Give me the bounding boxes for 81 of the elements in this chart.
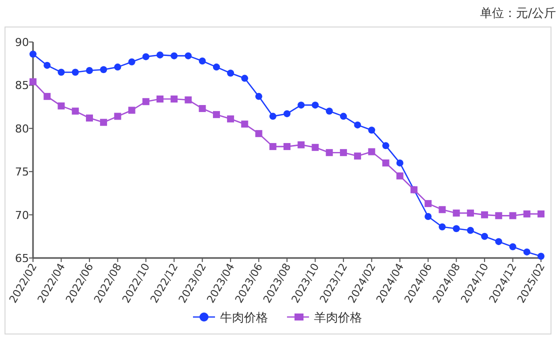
point (255, 92, 262, 100)
point (326, 149, 333, 156)
point (58, 68, 65, 76)
point (114, 112, 122, 120)
y-tick-label: 85 (15, 79, 29, 92)
point (58, 102, 65, 110)
point (354, 152, 362, 160)
point (241, 74, 248, 82)
legend-label: 牛肉价格 (220, 310, 268, 324)
point (255, 130, 262, 138)
point (170, 52, 178, 60)
point (30, 78, 36, 86)
y-tick-label: 65 (15, 252, 29, 265)
point (466, 210, 474, 217)
point (481, 211, 488, 218)
point (269, 112, 276, 120)
point (241, 120, 248, 128)
point (72, 108, 79, 115)
point (340, 112, 347, 120)
point (100, 118, 108, 126)
point (284, 110, 290, 118)
point (509, 243, 516, 250)
point (142, 98, 150, 106)
point (44, 92, 51, 100)
point (86, 114, 93, 122)
point (495, 238, 502, 246)
point (142, 53, 150, 60)
y-tick-label: 75 (15, 166, 29, 179)
point (538, 210, 544, 218)
point (368, 148, 376, 156)
point (86, 67, 93, 74)
point (396, 172, 404, 180)
point (523, 210, 530, 218)
point (184, 96, 192, 104)
point (170, 96, 178, 103)
point (156, 51, 164, 58)
point (382, 142, 390, 150)
point (438, 223, 446, 230)
point (452, 225, 460, 232)
point (424, 213, 432, 220)
point (509, 212, 516, 220)
point (72, 68, 79, 76)
point (198, 58, 206, 65)
point (538, 252, 544, 260)
point (466, 226, 474, 234)
point (368, 126, 376, 134)
point (128, 58, 136, 66)
point (269, 143, 276, 150)
point (523, 248, 530, 256)
point (424, 200, 432, 208)
y-tick-label: 80 (15, 122, 29, 136)
point (298, 102, 305, 109)
point (198, 105, 206, 112)
point (326, 108, 333, 115)
legend-label: 羊肉价格 (314, 310, 362, 324)
point (340, 149, 347, 156)
point (212, 64, 220, 71)
point (114, 64, 122, 71)
point (30, 50, 36, 58)
point (227, 70, 234, 77)
point (128, 106, 136, 114)
point (156, 96, 164, 103)
y-tick-label: 90 (15, 36, 29, 49)
point (382, 159, 390, 166)
point (438, 206, 446, 214)
point (495, 212, 502, 220)
y-tick-label: 70 (15, 208, 29, 222)
point (354, 121, 362, 128)
point (298, 141, 305, 148)
point (312, 102, 319, 109)
point (284, 143, 290, 150)
point (452, 210, 460, 217)
point (44, 62, 51, 69)
point (184, 52, 192, 60)
point (396, 159, 404, 166)
point (212, 111, 220, 118)
point (227, 115, 234, 122)
point (312, 144, 319, 151)
text: 单位：元/公斤 (480, 6, 556, 20)
point (100, 66, 108, 74)
point (481, 232, 488, 240)
